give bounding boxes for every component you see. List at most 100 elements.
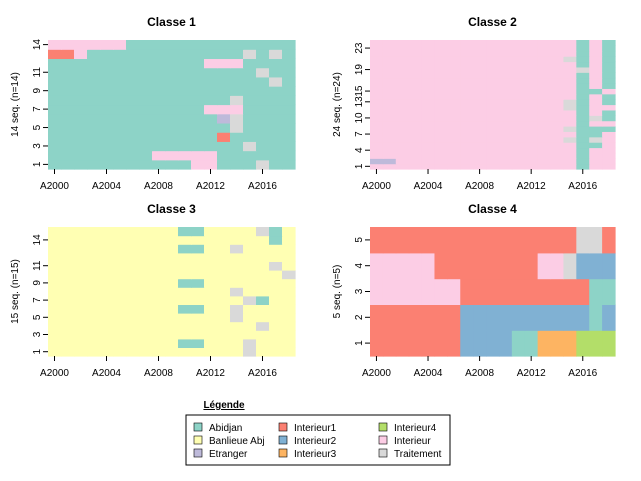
cell-p1-s11-y18: [269, 67, 283, 78]
cell-p3-s12-y10: [165, 252, 179, 262]
cell-p3-s15-y2: [61, 227, 75, 237]
cell-p1-s4-y9: [152, 132, 166, 142]
cell-p3-s4-y10: [165, 321, 179, 331]
cell-p3-s6-y19: [282, 304, 296, 314]
cell-p2-s15-y14: [537, 88, 552, 95]
cell-p2-s5-y17: [576, 142, 590, 149]
cell-p4-s2-y12: [511, 304, 526, 331]
cell-p2-s19-y6: [434, 66, 448, 73]
cell-p1-s9-y18: [269, 86, 283, 96]
y-tick-label: 9: [32, 87, 43, 93]
cell-p1-s4-y11: [178, 132, 192, 142]
cell-p1-s1-y10: [165, 159, 179, 170]
cell-p3-s6-y11: [178, 304, 192, 314]
cell-p3-s8-y14: [217, 287, 231, 297]
cell-p1-s4-y8: [139, 132, 153, 142]
cell-p2-s16-y6: [434, 83, 448, 89]
cell-p1-s13-y10: [165, 49, 179, 60]
cell-p4-s4-y2: [382, 252, 397, 280]
cell-p3-s9-y9: [152, 278, 166, 288]
cell-p1-s9-y19: [282, 86, 296, 96]
cell-p3-s15-y7: [126, 227, 140, 237]
cell-p2-s10-y5: [421, 115, 436, 122]
cell-p2-s4-y12: [511, 147, 526, 154]
cell-p3-s2-y18: [269, 338, 283, 348]
cell-p2-s6-y1: [370, 136, 384, 143]
cell-p3-s11-y10: [165, 261, 179, 271]
cell-p1-s4-y4: [87, 132, 101, 142]
cell-p3-s3-y5: [100, 330, 114, 340]
cell-p3-s13-y19: [282, 244, 296, 254]
y-tick-label: 19: [354, 64, 365, 76]
cell-p4-s5-y18: [589, 227, 603, 254]
cell-p2-s11-y13: [524, 109, 539, 116]
cell-p1-s14-y11: [178, 40, 192, 50]
cell-p1-s10-y12: [191, 76, 205, 87]
cell-p1-s7-y5: [100, 104, 114, 115]
cell-p2-s4-y10: [486, 147, 500, 154]
cell-p2-s14-y17: [576, 93, 590, 100]
cell-p1-s3-y17: [256, 141, 270, 152]
cell-p4-s3-y17: [576, 278, 590, 305]
cell-p3-s4-y17: [256, 321, 270, 331]
cell-p1-s5-y14: [217, 122, 231, 133]
cell-p3-s7-y9: [152, 295, 166, 305]
cell-p2-s18-y13: [524, 72, 539, 79]
cell-p3-s5-y3: [74, 313, 88, 323]
x-tick-label: A2012: [517, 181, 546, 192]
y-tick-label: 14: [32, 39, 43, 51]
cell-p3-s14-y6: [113, 235, 127, 245]
cell-p2-s9-y17: [576, 120, 590, 127]
cell-p1-s6-y8: [139, 113, 153, 124]
cell-p1-s1-y4: [87, 159, 101, 170]
cell-p3-s15-y11: [178, 227, 192, 237]
legend-swatch: [193, 448, 203, 458]
cell-p4-s3-y12: [511, 278, 526, 305]
x-tick-label: A2004: [92, 181, 121, 192]
cell-p3-s8-y15: [230, 287, 244, 297]
cell-p2-s15-y8: [460, 88, 474, 95]
cell-p4-s3-y11: [498, 278, 513, 305]
cell-p1-s11-y7: [126, 67, 140, 78]
cell-p2-s11-y6: [434, 109, 448, 116]
cell-p2-s12-y11: [498, 104, 513, 111]
cell-p2-s9-y19: [602, 120, 616, 127]
cell-p2-s16-y8: [460, 83, 474, 89]
cell-p4-s3-y6: [434, 278, 448, 305]
cell-p1-s5-y9: [152, 122, 166, 133]
cell-p3-s4-y11: [178, 321, 192, 331]
cell-p2-s2-y14: [537, 158, 552, 165]
cell-p1-s14-y7: [126, 40, 140, 50]
cell-p1-s13-y6: [113, 49, 127, 60]
cell-p1-s5-y15: [230, 122, 244, 133]
cell-p1-s8-y5: [100, 95, 114, 106]
cell-p4-s2-y7: [447, 304, 461, 331]
cell-p2-s11-y17: [576, 109, 590, 116]
cell-p2-s10-y1: [370, 115, 384, 122]
y-tick-label: 1: [32, 161, 43, 167]
cell-p1-s11-y9: [152, 67, 166, 78]
cell-p2-s24-y4: [408, 40, 423, 46]
cell-p2-s16-y4: [408, 83, 423, 89]
cell-p2-s15-y1: [370, 88, 384, 95]
cell-p2-s20-y2: [382, 61, 397, 68]
cell-p2-s12-y2: [382, 104, 397, 111]
cell-p2-s10-y8: [460, 115, 474, 122]
cell-p4-s3-y16: [563, 278, 577, 305]
cell-p2-s4-y6: [434, 147, 448, 154]
cell-p2-s19-y2: [382, 66, 397, 73]
cell-p2-s22-y2: [382, 50, 397, 57]
cell-p3-s8-y8: [139, 287, 153, 297]
cell-p2-s7-y18: [589, 131, 603, 138]
cell-p2-s23-y17: [576, 45, 590, 52]
cell-p3-s8-y2: [61, 287, 75, 297]
cell-p2-s20-y6: [434, 61, 448, 68]
cell-p2-s1-y18: [589, 163, 603, 170]
cell-p1-s7-y16: [243, 104, 257, 115]
cell-p3-s3-y3: [74, 330, 88, 340]
cell-p2-s20-y5: [421, 61, 436, 68]
cell-p1-s8-y6: [113, 95, 127, 106]
cell-p3-s5-y9: [152, 313, 166, 323]
cell-p1-s9-y2: [61, 86, 75, 96]
cell-p3-s14-y5: [100, 235, 114, 245]
